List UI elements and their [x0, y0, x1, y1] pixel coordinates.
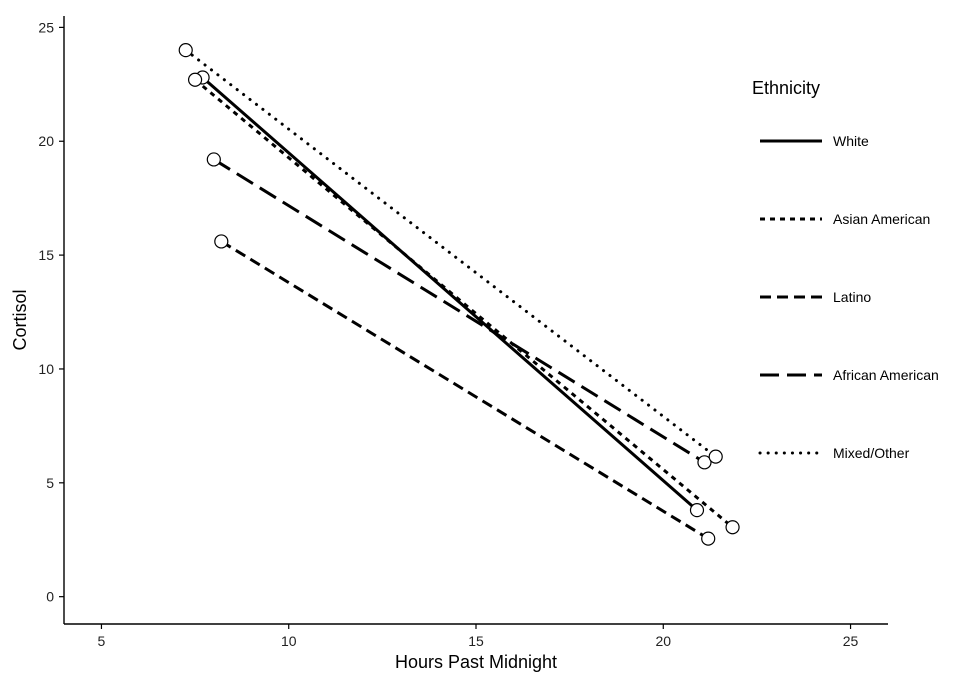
y-tick-label: 5	[46, 475, 54, 491]
y-tick-label: 10	[38, 361, 54, 377]
x-tick-label: 10	[281, 633, 297, 649]
y-tick-label: 0	[46, 589, 54, 605]
plot-points	[178, 43, 740, 546]
data-point-african-american	[697, 455, 712, 470]
legend-label-asian-american: Asian American	[833, 211, 930, 227]
x-tick-label: 25	[843, 633, 859, 649]
series-line-white	[201, 76, 698, 512]
plot-lines	[184, 48, 734, 540]
series-line-mixed-other	[184, 48, 718, 459]
data-point-asian-american	[725, 520, 740, 535]
data-point-african-american	[206, 152, 221, 167]
data-point-white	[689, 503, 705, 518]
series-line-asian-american	[194, 78, 734, 529]
x-tick-label: 20	[655, 633, 671, 649]
series-line-african-american	[213, 158, 706, 464]
y-tick-label: 20	[38, 133, 54, 149]
data-point-mixed-other	[708, 449, 723, 464]
y-tick-label: 25	[38, 19, 54, 35]
legend-label-white: White	[833, 133, 869, 149]
x-tick-label: 15	[468, 633, 484, 649]
y-tick-label: 15	[38, 247, 54, 263]
series-line-latino	[220, 240, 709, 540]
legend-label-african-american: African American	[833, 367, 939, 383]
data-point-latino	[701, 531, 716, 546]
x-axis-title: Hours Past Midnight	[395, 652, 557, 672]
axes: 5 10 15 20 25 0 5 10 15 20 25	[38, 16, 888, 649]
x-tick-label: 5	[98, 633, 106, 649]
legend-label-latino: Latino	[833, 289, 871, 305]
data-point-mixed-other	[178, 43, 193, 58]
legend-title: Ethnicity	[752, 78, 820, 98]
data-point-asian-american	[187, 72, 203, 87]
data-point-latino	[214, 234, 229, 249]
y-axis-title: Cortisol	[10, 289, 30, 350]
legend-label-mixed-other: Mixed/Other	[833, 445, 910, 461]
legend: Ethnicity White Asian American Latino Afric…	[752, 78, 939, 461]
